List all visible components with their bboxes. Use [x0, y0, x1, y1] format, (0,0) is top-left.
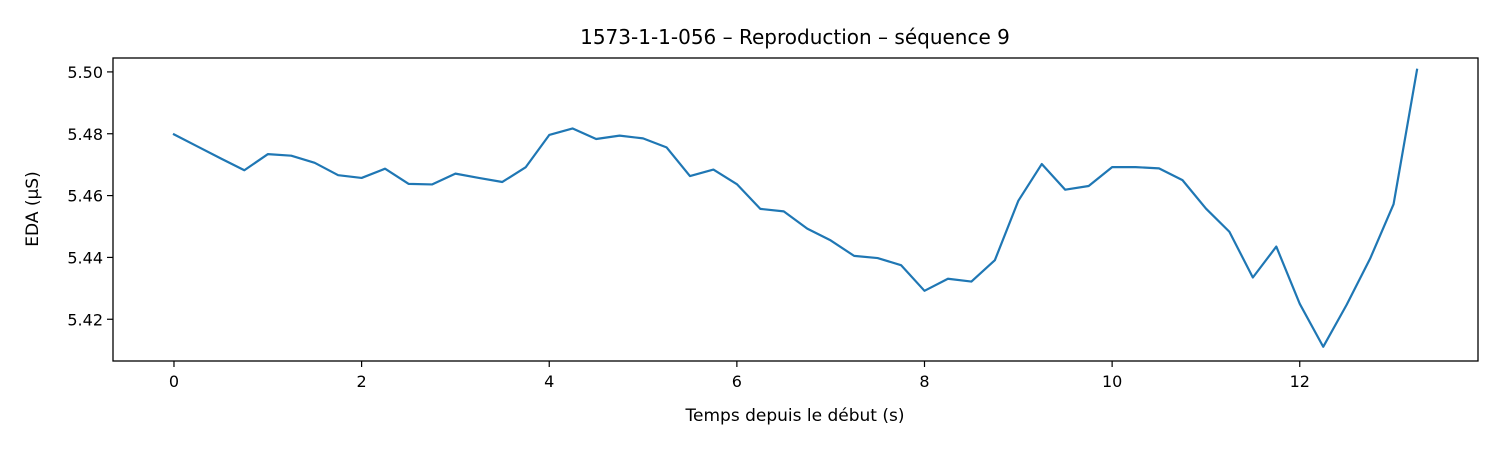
x-tick-label: 12: [1290, 372, 1310, 391]
x-tick-label: 10: [1102, 372, 1122, 391]
x-tick-label: 2: [357, 372, 367, 391]
x-tick-label: 0: [169, 372, 179, 391]
y-tick-label: 5.46: [67, 187, 103, 206]
x-axis-label: Temps depuis le début (s): [685, 406, 905, 426]
y-tick-label: 5.42: [67, 310, 103, 329]
y-tick-label: 5.48: [67, 125, 103, 144]
x-tick-label: 8: [919, 372, 929, 391]
plot-area-frame: [112, 57, 1479, 362]
chart-title: 1573-1-1-056 – Reproduction – séquence 9: [580, 25, 1010, 49]
x-axis-ticks: 0 2 4 6 8 10 12: [169, 361, 1310, 391]
x-tick-label: 4: [544, 372, 554, 391]
y-tick-label: 5.50: [67, 63, 103, 82]
y-tick-label: 5.44: [67, 248, 103, 267]
y-axis-label: EDA (µS): [23, 171, 43, 246]
y-axis-ticks: 5.42 5.44 5.46 5.48 5.50: [67, 63, 113, 329]
series-line-0: [172, 68, 1419, 348]
series-layer: [172, 68, 1419, 348]
x-tick-label: 6: [732, 372, 742, 391]
